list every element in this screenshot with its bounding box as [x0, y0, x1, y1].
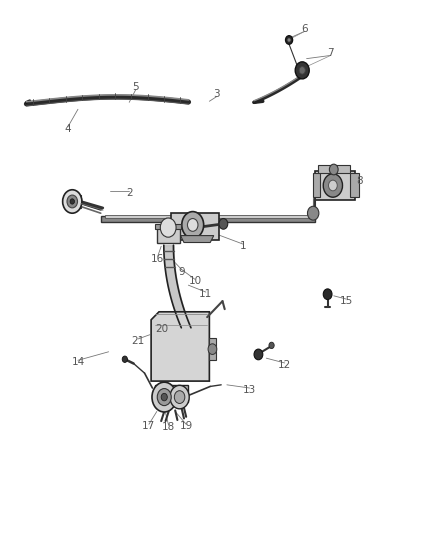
- Polygon shape: [155, 224, 181, 229]
- Polygon shape: [155, 385, 188, 402]
- Text: 2: 2: [126, 188, 133, 198]
- Circle shape: [157, 389, 171, 406]
- Text: 11: 11: [199, 289, 212, 299]
- Polygon shape: [65, 195, 81, 208]
- Circle shape: [182, 212, 204, 238]
- Polygon shape: [315, 171, 355, 200]
- Polygon shape: [313, 173, 320, 197]
- Circle shape: [160, 218, 176, 237]
- Text: 7: 7: [327, 49, 334, 58]
- Circle shape: [187, 219, 198, 231]
- Circle shape: [328, 180, 337, 191]
- Polygon shape: [157, 227, 180, 243]
- Polygon shape: [180, 236, 214, 243]
- Circle shape: [152, 382, 177, 412]
- Circle shape: [208, 344, 217, 354]
- Polygon shape: [101, 216, 315, 222]
- Circle shape: [161, 393, 167, 401]
- Polygon shape: [350, 173, 359, 197]
- Circle shape: [269, 342, 274, 349]
- Polygon shape: [105, 215, 311, 218]
- Circle shape: [174, 391, 185, 403]
- Circle shape: [219, 219, 228, 229]
- Circle shape: [170, 385, 189, 409]
- Circle shape: [254, 349, 263, 360]
- Text: 19: 19: [180, 422, 193, 431]
- Text: 3: 3: [213, 90, 220, 99]
- Text: 18: 18: [162, 423, 175, 432]
- Circle shape: [286, 36, 293, 44]
- Circle shape: [70, 199, 74, 204]
- Text: 12: 12: [278, 360, 291, 370]
- Circle shape: [67, 195, 78, 208]
- Text: 8: 8: [356, 176, 363, 186]
- Text: 5: 5: [132, 83, 139, 92]
- Circle shape: [63, 190, 82, 213]
- Circle shape: [122, 356, 127, 362]
- Circle shape: [299, 67, 305, 74]
- Text: 15: 15: [339, 296, 353, 306]
- Text: 4: 4: [64, 124, 71, 134]
- Text: 6: 6: [301, 25, 308, 34]
- Polygon shape: [171, 213, 219, 240]
- Text: 16: 16: [151, 254, 164, 263]
- Text: 13: 13: [243, 385, 256, 395]
- Text: 21: 21: [131, 336, 145, 346]
- Text: 1: 1: [240, 241, 247, 251]
- Polygon shape: [151, 312, 209, 381]
- Circle shape: [288, 38, 290, 42]
- Circle shape: [329, 164, 338, 175]
- Circle shape: [295, 62, 309, 79]
- Text: 10: 10: [188, 277, 201, 286]
- Polygon shape: [318, 165, 350, 173]
- Text: 9: 9: [178, 267, 185, 277]
- Text: 20: 20: [155, 325, 169, 334]
- Text: 17: 17: [142, 422, 155, 431]
- Text: 14: 14: [71, 358, 85, 367]
- Polygon shape: [209, 338, 216, 360]
- Circle shape: [307, 206, 319, 220]
- Circle shape: [323, 174, 343, 197]
- Circle shape: [323, 289, 332, 300]
